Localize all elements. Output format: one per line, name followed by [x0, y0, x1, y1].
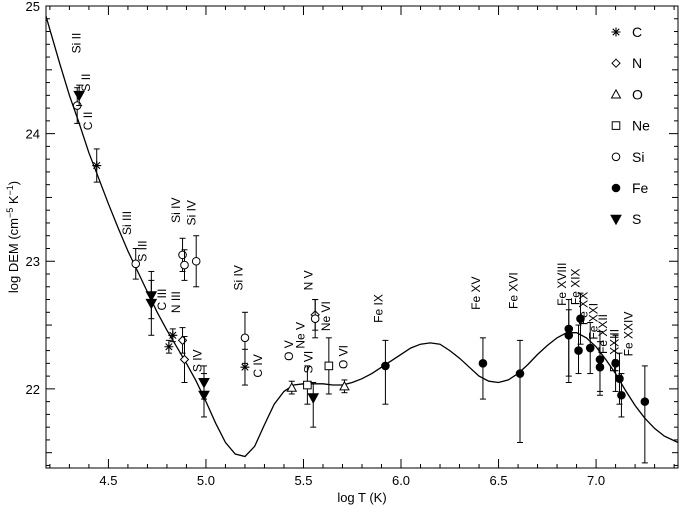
y-tick-label: 25 — [26, 0, 40, 14]
ion-label: O VI — [337, 345, 351, 369]
ion-label: Ne VI — [319, 301, 333, 331]
filled-circle-marker — [478, 359, 488, 368]
filled-triangle-down-marker — [198, 377, 210, 389]
legend-label: C — [632, 24, 642, 40]
ion-label: Fe XX — [577, 292, 591, 325]
diamond-marker — [611, 58, 621, 68]
legend-label: Ne — [632, 118, 650, 134]
triangle-marker — [339, 380, 350, 391]
circle-marker — [178, 250, 187, 260]
x-axis-title: log T (K) — [337, 490, 386, 505]
x-tick-label: 5.5 — [294, 473, 312, 488]
filled-circle-marker — [515, 369, 525, 378]
filled-circle-marker — [381, 361, 390, 371]
triangle-marker — [610, 88, 622, 99]
ion-label: Fe XXIV — [621, 312, 635, 357]
ion-label: S IV — [190, 349, 204, 372]
ion-label: Si IV — [231, 265, 245, 290]
ion-label: N III — [169, 291, 183, 313]
ion-labels: C II C III C IV N III N V O V O VI Ne V Ne VI Si … — [69, 33, 635, 378]
circle-marker — [180, 260, 189, 270]
ion-label: Fe XVIII — [555, 263, 569, 306]
x-tick-label: 6.0 — [392, 473, 410, 488]
ion-label: S III — [136, 240, 150, 261]
ion-label: O V — [282, 340, 296, 361]
square-marker — [324, 361, 334, 371]
data-markers — [72, 84, 650, 464]
ion-label: Fe XIX — [569, 268, 583, 305]
circle-marker — [131, 259, 141, 269]
legend-label: Si — [632, 149, 644, 165]
legend: CNO Ne Si Fe S — [610, 24, 650, 227]
ion-label: Fe XV — [469, 276, 483, 309]
circle-marker — [191, 256, 201, 266]
ion-label: Si IV — [184, 200, 198, 225]
diamond-marker — [179, 354, 190, 365]
y-tick-label: 23 — [26, 254, 40, 269]
plot-frame — [45, 5, 679, 469]
filled-circle-marker — [564, 330, 574, 340]
square-marker — [611, 121, 621, 130]
dem-curve-line — [45, 16, 679, 458]
tick-labels: 4.5 5.0 5.5 6.0 6.5 7.0 22 23 24 25 — [26, 0, 606, 488]
ion-label: Fe XXII — [596, 314, 610, 354]
filled-triangle-down-marker — [610, 214, 622, 226]
tick-marks — [46, 5, 678, 468]
y-axis-title: log DEM (cm−5 K−1) — [5, 181, 21, 293]
legend-label: O — [632, 86, 643, 102]
filled-triangle-down-marker — [307, 393, 320, 404]
filled-circle-marker — [615, 374, 624, 383]
triangle-marker — [286, 382, 298, 392]
filled-circle-marker — [640, 397, 650, 406]
filled-circle-marker — [574, 346, 583, 355]
ion-label: S VI — [302, 351, 316, 374]
x-tick-label: 7.0 — [587, 473, 605, 488]
filled-triangle-down-marker — [73, 90, 86, 102]
square-marker — [303, 380, 312, 390]
circle-marker — [310, 314, 320, 323]
ion-label: Si III — [120, 211, 134, 235]
legend-label: Fe — [632, 180, 649, 196]
filled-circle-marker — [611, 183, 621, 193]
ion-label: Fe XVI — [506, 272, 520, 309]
ion-label: Si IV — [169, 198, 183, 223]
asterisk-marker — [92, 161, 102, 171]
asterisk-marker — [168, 330, 178, 340]
filled-circle-marker — [585, 343, 595, 353]
legend-label: S — [632, 211, 641, 227]
ion-label: Si II — [69, 33, 83, 54]
filled-circle-marker — [595, 362, 605, 372]
ion-label: Fe XXI — [586, 303, 600, 340]
ion-label: C III — [155, 289, 169, 311]
circle-marker — [611, 152, 621, 162]
ion-label: C IV — [251, 354, 265, 377]
asterisk-marker — [240, 362, 250, 372]
filled-circle-marker — [576, 314, 585, 323]
legend-label: N — [632, 55, 642, 71]
x-tick-label: 6.5 — [490, 473, 508, 488]
ion-label: Fe XXIII — [608, 329, 622, 372]
filled-triangle-down-marker — [145, 298, 158, 310]
filled-circle-marker — [617, 390, 626, 400]
ion-label: S II — [79, 74, 93, 92]
x-tick-label: 5.0 — [197, 473, 215, 488]
ion-label: C II — [81, 112, 95, 131]
x-tick-label: 4.5 — [99, 473, 117, 488]
circle-marker — [240, 333, 250, 343]
ion-label: N V — [302, 270, 316, 290]
y-tick-label: 24 — [26, 127, 40, 142]
diamond-marker — [177, 335, 188, 346]
ion-label: Ne V — [294, 322, 308, 349]
ion-label: Fe IX — [372, 294, 386, 323]
asterisk-marker — [164, 342, 174, 352]
y-tick-label: 22 — [26, 382, 40, 397]
asterisk-marker — [611, 27, 621, 37]
